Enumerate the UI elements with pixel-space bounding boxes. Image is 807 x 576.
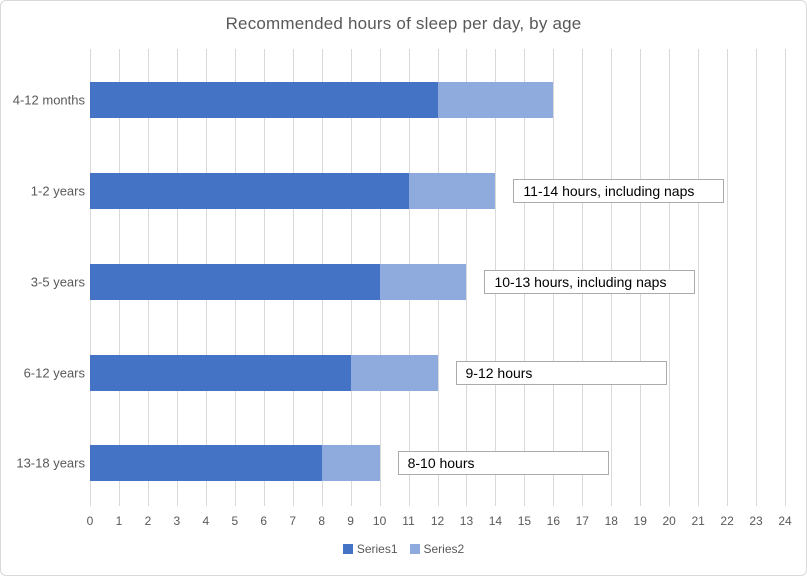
legend: Series1 Series2 (1, 542, 806, 556)
category-label: 3-5 years (30, 274, 85, 290)
category-label: 6-12 years (23, 365, 85, 381)
gridline (727, 49, 729, 506)
x-tick-label: 11 (402, 514, 415, 528)
bar-segment-series2 (350, 355, 438, 391)
x-tick-label: 21 (691, 514, 705, 528)
bar-segment-series2 (408, 173, 496, 209)
x-tick-label: 19 (633, 514, 647, 528)
bar-segment-series1 (90, 445, 322, 481)
x-tick-label: 20 (662, 514, 676, 528)
legend-item-series2: Series2 (409, 542, 465, 556)
x-tick-label: 17 (575, 514, 589, 528)
x-tick-label: 15 (517, 514, 532, 528)
legend-item-series1: Series1 (342, 542, 398, 556)
bar-segment-series2 (437, 82, 554, 118)
x-tick-label: 18 (604, 514, 618, 528)
annotation-text: 11-14 hours, including naps (523, 183, 695, 199)
x-tick-label: 7 (289, 514, 297, 528)
bar-segment-series1 (90, 264, 380, 300)
category-label: 1-2 years (30, 183, 85, 199)
x-tick-label: 24 (778, 514, 792, 528)
category-label: 4-12 months (12, 92, 85, 108)
gridline (466, 49, 468, 506)
bar-segment-series1 (90, 173, 409, 209)
gridline (698, 49, 700, 506)
x-tick-label: 9 (347, 514, 354, 528)
x-tick-label: 4 (202, 514, 210, 528)
chart-title: Recommended hours of sleep per day, by a… (225, 14, 582, 33)
x-tick-label: 22 (720, 514, 734, 528)
x-tick-label: 23 (749, 514, 763, 528)
legend-label: Series1 (356, 542, 398, 556)
x-tick-label: 16 (546, 514, 561, 528)
category-label: 13-18 years (16, 455, 85, 471)
legend-label: Series2 (423, 542, 465, 556)
annotation-text: 10-13 hours, including naps (494, 274, 667, 290)
annotation-box: 9-12 hours (455, 361, 667, 385)
x-tick-label: 0 (86, 514, 94, 528)
x-tick-label: 8 (318, 514, 325, 528)
legend-swatch-series1 (342, 544, 353, 554)
bar-segment-series2 (321, 445, 380, 481)
annotation-box: 11-14 hours, including naps (513, 179, 725, 203)
gridline (756, 49, 758, 506)
x-tick-label: 12 (430, 514, 445, 528)
legend-swatch-series2 (409, 544, 420, 554)
bar-segment-series1 (90, 355, 351, 391)
gridline (785, 49, 786, 506)
annotation-box: 8-10 hours (397, 451, 609, 475)
x-tick-label: 14 (488, 514, 503, 528)
x-tick-label: 5 (231, 514, 239, 528)
bar-segment-series1 (90, 82, 438, 118)
x-tick-label: 3 (173, 514, 181, 528)
x-tick-label: 13 (459, 514, 474, 528)
annotation-text: 8-10 hours (407, 455, 475, 471)
x-tick-label: 10 (372, 514, 387, 528)
x-tick-label: 2 (144, 514, 152, 528)
bar-segment-series2 (379, 264, 467, 300)
annotation-text: 9-12 hours (465, 365, 533, 381)
x-tick-label: 6 (260, 514, 268, 528)
x-tick-label: 1 (115, 514, 123, 528)
annotation-box: 10-13 hours, including naps (484, 270, 696, 294)
